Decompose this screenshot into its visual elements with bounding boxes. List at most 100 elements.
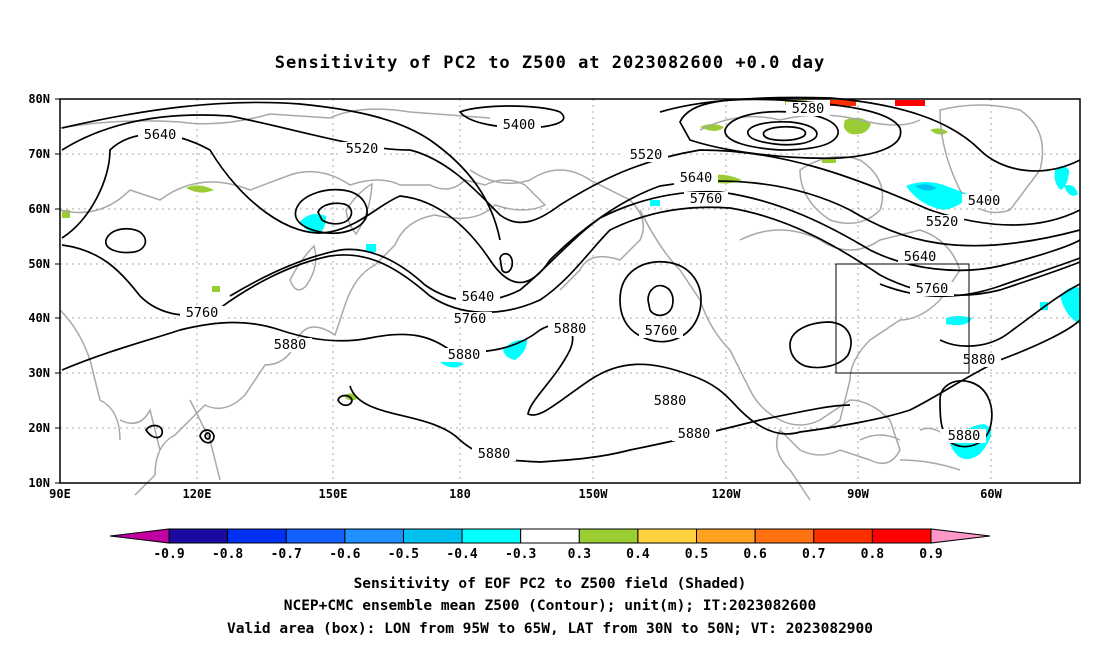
contour-5280-d bbox=[762, 125, 807, 142]
contour-label: 5520 bbox=[630, 147, 663, 163]
contour-label-bg bbox=[920, 215, 964, 229]
contour-pac-loop2 bbox=[317, 202, 353, 225]
contour-label: 5880 bbox=[678, 426, 711, 442]
page-title: Sensitivity of PC2 to Z500 at 2023082600… bbox=[275, 53, 826, 73]
colorbar-swatch bbox=[227, 528, 287, 544]
contour-label: 5880 bbox=[948, 428, 981, 444]
colorbar-label: -0.4 bbox=[446, 547, 477, 562]
colorbar-swatch bbox=[344, 528, 404, 544]
shade-patch bbox=[843, 117, 871, 135]
contour-label: 5280 bbox=[792, 101, 825, 117]
contour-sib-loop bbox=[105, 227, 147, 254]
contour-label-bg bbox=[684, 192, 728, 206]
shade-patch bbox=[946, 316, 972, 326]
colorbar-swatch bbox=[813, 528, 873, 544]
contour-label-bg bbox=[180, 306, 224, 320]
map-frame bbox=[59, 98, 1081, 484]
contour-label: 5640 bbox=[680, 170, 713, 186]
contour-label: 5880 bbox=[448, 347, 481, 363]
shade-patch bbox=[700, 124, 724, 131]
coast-japan bbox=[289, 244, 317, 291]
footer: Sensitivity of EOF PC2 to Z500 field (Sh… bbox=[227, 576, 873, 637]
coastlines bbox=[59, 104, 1044, 501]
lat-label: 40N bbox=[28, 311, 50, 325]
colorbar-label: -0.7 bbox=[271, 547, 302, 562]
lat-label: 30N bbox=[28, 366, 50, 380]
colorbar-high-triangle bbox=[930, 528, 991, 544]
contour-islands3 bbox=[204, 432, 211, 440]
contour-label-bg bbox=[639, 324, 683, 338]
contour-label-bg bbox=[138, 128, 182, 142]
colorbar-swatch bbox=[520, 528, 580, 544]
contour-5520-a bbox=[61, 114, 1081, 226]
coast-alaska bbox=[469, 169, 645, 291]
lat-label: 20N bbox=[28, 421, 50, 435]
colorbar-swatch bbox=[578, 528, 639, 544]
coast-asia bbox=[59, 170, 547, 496]
shade-patch bbox=[440, 360, 464, 368]
contour-5760-low-in bbox=[647, 284, 674, 317]
contour-5880-a bbox=[61, 319, 1081, 435]
colorbar-swatch bbox=[696, 528, 756, 544]
contour-5880-d bbox=[144, 424, 164, 439]
contour-label: 5880 bbox=[478, 446, 511, 462]
contour-labels: 5640 5520 5400 5280 5520 5640 5760 5400 5520 5640… bbox=[138, 101, 1006, 462]
contour-label: 5880 bbox=[963, 352, 996, 368]
contour-5280-b bbox=[724, 110, 839, 151]
contour-label: 5880 bbox=[554, 321, 587, 337]
colorbar-label: -0.8 bbox=[212, 547, 243, 562]
contour-label: 5520 bbox=[926, 214, 959, 230]
contour-east-b bbox=[939, 283, 1081, 347]
lon-axis: 90E 120E 150E 180 150W 120W 90W 60W bbox=[49, 487, 1002, 501]
lat-label: 80N bbox=[28, 92, 50, 106]
shade-patch bbox=[1064, 185, 1078, 196]
contour-label-bg bbox=[624, 148, 668, 162]
contour-label-bg bbox=[962, 194, 1006, 208]
contour-label-bg bbox=[497, 118, 541, 132]
colorbar-swatch bbox=[754, 528, 815, 544]
contour-label: 5880 bbox=[274, 337, 307, 353]
contour-label: 5760 bbox=[645, 323, 678, 339]
coast-arctic bbox=[59, 108, 491, 129]
contour-label-bg bbox=[898, 250, 942, 264]
contour-5880-pac bbox=[789, 321, 852, 369]
lat-label: 10N bbox=[28, 476, 50, 490]
shade-patch bbox=[1060, 287, 1080, 324]
contour-label-bg bbox=[957, 353, 1001, 367]
valid-area-box bbox=[835, 263, 970, 374]
contour-label-bg bbox=[548, 322, 592, 336]
shade-patch bbox=[503, 339, 527, 360]
contour-islands bbox=[337, 394, 353, 407]
shade-patch bbox=[822, 158, 836, 163]
contour-5880-b bbox=[349, 385, 851, 463]
footer-line-3: Valid area (box): LON from 95W to 65W, L… bbox=[227, 621, 873, 637]
contour-label: 5520 bbox=[346, 141, 379, 157]
colorbar-label: -0.6 bbox=[329, 547, 360, 562]
shade-patch bbox=[366, 244, 376, 252]
contour-label-bg bbox=[456, 290, 500, 304]
colorbar-swatch bbox=[461, 528, 522, 544]
colorbar-swatch bbox=[402, 528, 463, 544]
lon-label: 120E bbox=[183, 487, 212, 501]
footer-line-1: Sensitivity of EOF PC2 to Z500 field (Sh… bbox=[354, 576, 747, 592]
contour-label: 5400 bbox=[503, 117, 536, 133]
colorbar-label: -0.9 bbox=[153, 547, 184, 562]
shade-patch bbox=[895, 100, 925, 106]
colorbar-label: 0.6 bbox=[743, 547, 767, 562]
contour-label-bg bbox=[786, 102, 830, 116]
lat-label: 50N bbox=[28, 257, 50, 271]
contour-label: 5640 bbox=[462, 289, 495, 305]
shade-patch bbox=[930, 128, 948, 135]
contour-label-bg bbox=[648, 394, 692, 408]
shade-patch bbox=[650, 200, 660, 206]
contour-label: 5640 bbox=[904, 249, 937, 265]
colorbar-label: 0.7 bbox=[802, 547, 825, 562]
colorbar-swatch bbox=[871, 528, 932, 544]
lon-label: 150W bbox=[579, 487, 609, 501]
contour-label-bg bbox=[442, 348, 486, 362]
contour-label: 5400 bbox=[968, 193, 1001, 209]
contour-5400-a bbox=[61, 101, 501, 241]
shade-patch bbox=[1054, 166, 1069, 190]
footer-line-2: NCEP+CMC ensemble mean Z500 (Contour); u… bbox=[284, 598, 817, 614]
